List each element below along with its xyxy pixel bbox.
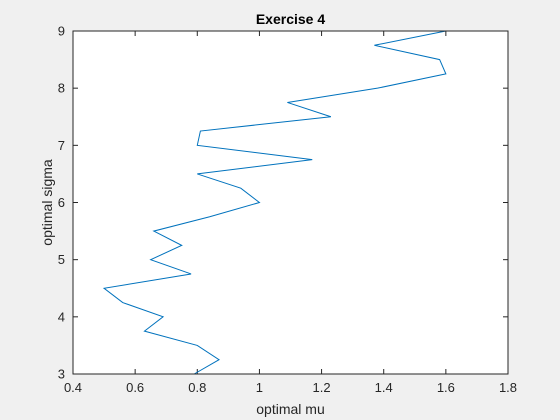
x-tick-label: 1.8 [499, 380, 517, 395]
y-axis-tick-labels: 3 4 5 6 7 8 9 [58, 24, 65, 382]
series-line [102, 30, 447, 375]
x-axis-ticks [72, 31, 509, 374]
y-tick-label: 9 [58, 24, 65, 39]
y-tick-label: 4 [58, 309, 65, 324]
series-layer [102, 30, 447, 375]
x-axis-title: optimal mu [256, 401, 324, 417]
y-tick-label: 6 [58, 195, 65, 210]
plot-area [73, 31, 508, 374]
y-tick-label: 5 [58, 252, 65, 267]
y-tick-label: 8 [58, 81, 65, 96]
y-axis-title: optimal sigma [39, 159, 55, 246]
x-tick-label: 0.6 [126, 380, 144, 395]
x-tick-label: 1.4 [375, 380, 393, 395]
x-axis-tick-labels: 0.4 0.6 0.8 1 1.2 1.4 1.6 1.8 [64, 380, 517, 395]
y-tick-label: 3 [58, 367, 65, 382]
chart-title: Exercise 4 [256, 11, 325, 27]
x-tick-label: 1.2 [313, 380, 331, 395]
x-tick-label: 1.6 [437, 380, 455, 395]
x-tick-label: 1 [256, 380, 263, 395]
x-tick-label: 0.4 [64, 380, 82, 395]
x-tick-label: 0.8 [188, 380, 206, 395]
y-tick-label: 7 [58, 138, 65, 153]
axes-box [72, 30, 509, 375]
